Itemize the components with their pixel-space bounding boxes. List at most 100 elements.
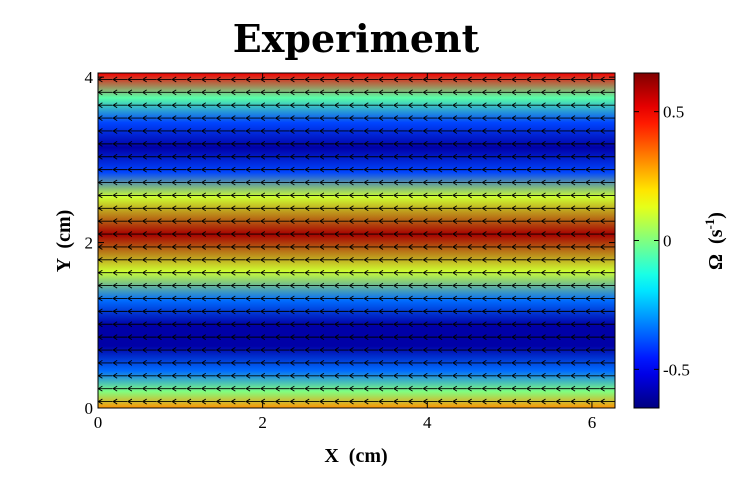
velocity-arrow bbox=[481, 398, 497, 405]
velocity-arrow bbox=[378, 269, 394, 276]
velocity-arrow bbox=[274, 334, 290, 341]
velocity-arrow bbox=[496, 321, 512, 328]
velocity-arrow bbox=[437, 115, 453, 121]
velocity-arrow bbox=[496, 179, 512, 186]
velocity-arrow bbox=[304, 308, 320, 315]
velocity-arrow bbox=[496, 153, 512, 160]
velocity-arrow bbox=[141, 244, 157, 250]
velocity-arrow bbox=[260, 76, 275, 83]
velocity-arrow bbox=[215, 385, 231, 392]
velocity-arrow bbox=[599, 321, 615, 328]
velocity-arrow bbox=[200, 231, 216, 237]
velocity-arrow bbox=[363, 115, 379, 121]
velocity-arrow bbox=[525, 166, 541, 173]
velocity-arrow bbox=[599, 179, 615, 186]
velocity-arrow bbox=[363, 269, 379, 276]
velocity-arrow bbox=[156, 334, 172, 341]
velocity-arrow bbox=[289, 308, 305, 315]
velocity-arrow bbox=[540, 89, 556, 96]
velocity-arrow bbox=[156, 256, 172, 263]
velocity-arrow bbox=[127, 398, 142, 405]
velocity-arrow bbox=[230, 192, 246, 199]
velocity-arrow bbox=[466, 115, 482, 121]
velocity-arrow bbox=[245, 385, 261, 392]
velocity-arrow bbox=[304, 231, 320, 237]
velocity-arrow bbox=[555, 334, 571, 341]
velocity-arrow bbox=[511, 89, 526, 96]
velocity-arrow bbox=[452, 308, 467, 315]
velocity-arrow bbox=[481, 295, 497, 302]
velocity-arrow bbox=[333, 89, 349, 96]
velocity-arrow bbox=[333, 308, 349, 315]
velocity-arrow bbox=[422, 102, 438, 109]
velocity-arrow bbox=[156, 140, 172, 147]
velocity-arrow bbox=[511, 256, 526, 263]
velocity-arrow bbox=[245, 372, 261, 379]
colorbar-label: Ω (s-1) bbox=[702, 212, 727, 270]
velocity-arrow bbox=[407, 269, 423, 276]
velocity-arrow bbox=[304, 218, 320, 225]
velocity-arrow bbox=[584, 321, 600, 328]
velocity-arrow bbox=[141, 347, 157, 353]
velocity-arrow bbox=[333, 269, 349, 276]
velocity-arrow bbox=[584, 166, 600, 173]
velocity-arrow bbox=[112, 321, 128, 328]
velocity-arrow bbox=[333, 192, 349, 199]
velocity-arrow bbox=[319, 89, 334, 96]
velocity-arrow bbox=[511, 372, 526, 379]
velocity-arrow bbox=[319, 269, 334, 276]
velocity-arrow bbox=[599, 205, 615, 212]
velocity-arrow bbox=[422, 295, 438, 302]
velocity-arrow bbox=[452, 385, 467, 392]
velocity-arrow bbox=[156, 347, 172, 353]
velocity-arrow bbox=[584, 192, 600, 199]
velocity-arrow bbox=[156, 321, 172, 328]
velocity-arrow bbox=[186, 308, 202, 315]
velocity-arrow bbox=[274, 76, 290, 83]
velocity-arrow bbox=[348, 385, 364, 392]
velocity-arrow bbox=[215, 256, 231, 263]
velocity-arrow bbox=[348, 115, 364, 121]
velocity-arrow bbox=[378, 128, 394, 134]
velocity-arrow bbox=[466, 360, 482, 366]
velocity-arrow bbox=[141, 334, 157, 341]
velocity-arrow bbox=[319, 372, 334, 379]
velocity-arrow bbox=[540, 153, 556, 160]
x-tick-label: 4 bbox=[423, 413, 432, 432]
velocity-arrow bbox=[452, 321, 467, 328]
velocity-arrow bbox=[304, 128, 320, 134]
velocity-arrow bbox=[392, 244, 408, 250]
colorbar-ticks: -0.5 0 0.5 bbox=[634, 103, 690, 379]
velocity-arrow bbox=[304, 89, 320, 96]
velocity-arrow bbox=[274, 153, 290, 160]
velocity-arrow bbox=[215, 140, 231, 147]
velocity-arrow bbox=[466, 140, 482, 147]
velocity-arrow bbox=[304, 179, 320, 186]
velocity-arrow bbox=[245, 360, 261, 366]
velocity-arrow bbox=[422, 231, 438, 237]
velocity-arrow bbox=[245, 218, 261, 225]
velocity-arrow bbox=[378, 244, 394, 250]
velocity-arrow bbox=[186, 218, 202, 225]
velocity-arrow bbox=[171, 269, 187, 276]
velocity-arrow bbox=[112, 140, 128, 147]
velocity-arrow bbox=[452, 76, 467, 83]
velocity-arrow bbox=[407, 360, 423, 366]
velocity-arrow bbox=[141, 140, 157, 147]
velocity-arrow bbox=[584, 140, 600, 147]
velocity-arrow bbox=[570, 205, 586, 212]
velocity-arrow bbox=[171, 321, 187, 328]
velocity-arrow bbox=[511, 76, 526, 83]
velocity-arrow bbox=[289, 231, 305, 237]
velocity-arrow bbox=[570, 334, 586, 341]
velocity-arrow bbox=[452, 179, 467, 186]
velocity-arrow bbox=[127, 166, 142, 173]
velocity-arrow bbox=[215, 128, 231, 134]
velocity-arrow bbox=[540, 205, 556, 212]
velocity-arrow bbox=[437, 218, 453, 225]
velocity-arrow bbox=[422, 347, 438, 353]
velocity-arrow bbox=[422, 372, 438, 379]
velocity-arrow bbox=[599, 218, 615, 225]
velocity-arrow bbox=[584, 102, 600, 109]
velocity-arrow bbox=[392, 360, 408, 366]
